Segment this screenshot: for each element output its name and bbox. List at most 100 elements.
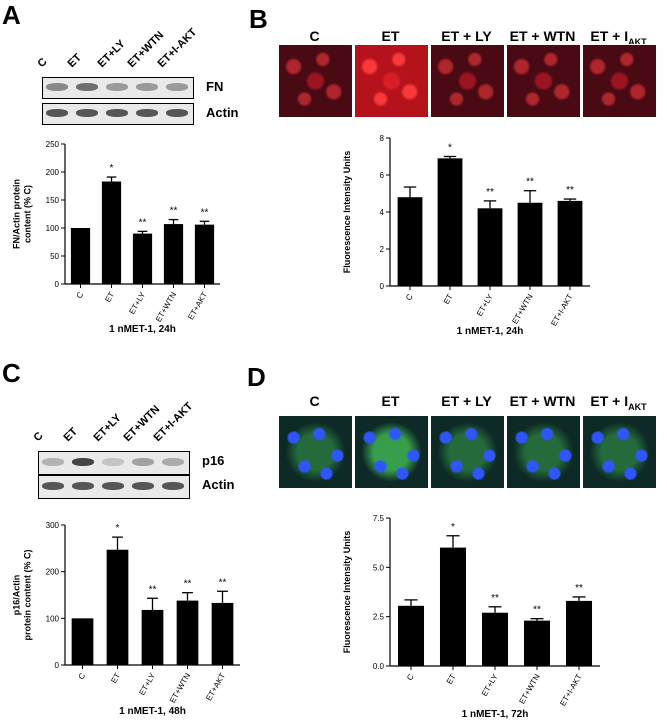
micro-label: C xyxy=(309,393,320,409)
significance-label: ** xyxy=(575,583,583,594)
micro-label: ET + IAKT xyxy=(590,28,647,47)
y-axis-label: p16/Actinprotein content (% C) xyxy=(12,550,33,641)
blot-band xyxy=(162,458,184,466)
blot-lane-label: C xyxy=(31,429,46,444)
micro-label: ET + WTN xyxy=(509,393,576,409)
blot-band xyxy=(106,83,128,91)
bar xyxy=(477,208,503,286)
x-tick-label: ET+WTN xyxy=(517,672,541,705)
blot-row-label: Actin xyxy=(206,105,239,120)
x-tick-label: ET+I-AKT xyxy=(549,292,575,327)
bar xyxy=(176,600,199,665)
y-tick-label: 100 xyxy=(46,614,60,623)
x-axis-label: 1 nMET-1, 72h xyxy=(462,709,529,720)
micro-label: ET + WTN xyxy=(509,28,576,44)
bar-chart-b: 0 2 4 6 8 C * ET ** ET+LY ** ET+WTN ** ET+I-AKT Fluore… xyxy=(342,134,590,337)
micro-label: ET xyxy=(381,28,400,44)
blot-band xyxy=(106,109,128,117)
bar xyxy=(106,549,129,665)
y-tick-label: 0 xyxy=(55,661,60,670)
significance-label: ** xyxy=(149,584,157,595)
blot-row-label: p16 xyxy=(202,453,225,468)
micro-label: ET + LY xyxy=(441,28,492,44)
bar xyxy=(397,605,425,666)
y-tick-label: 200 xyxy=(46,568,60,577)
bar xyxy=(70,228,91,284)
x-axis-label: 1 nMET-1, 24h xyxy=(457,326,524,337)
y-axis-label-line: Fluorescence Intensity Units xyxy=(342,151,352,274)
x-tick-label: ET+WTN xyxy=(510,292,534,325)
blot-band xyxy=(72,482,94,490)
y-tick-label: 50 xyxy=(50,252,59,261)
blot-band xyxy=(102,458,124,466)
bar xyxy=(523,620,551,666)
x-tick-label: ET xyxy=(442,292,455,305)
bar xyxy=(481,612,509,666)
panel-letter-c: C xyxy=(2,358,21,388)
significance-label: ** xyxy=(219,577,227,588)
significance-label: ** xyxy=(526,177,534,188)
bar xyxy=(71,618,94,665)
bar-chart-c: 0 100 200 300 C * ET ** ET+LY ** ET+WTN ** ET+AKT p16… xyxy=(12,521,240,717)
bar xyxy=(211,602,234,665)
bar xyxy=(397,197,423,286)
bar xyxy=(565,600,593,666)
blot-band xyxy=(166,83,188,91)
blot-lane-label: ET+LY xyxy=(95,37,128,70)
significance-label: ** xyxy=(533,605,541,616)
panel-letter-a: A xyxy=(2,0,21,30)
significance-label: ** xyxy=(486,187,494,198)
x-tick-label: ET xyxy=(103,290,116,303)
blot-band xyxy=(46,83,68,91)
blot-band xyxy=(162,482,184,490)
bar xyxy=(439,547,467,666)
x-tick-label: ET+AKT xyxy=(186,290,209,321)
y-tick-label: 0 xyxy=(55,280,60,289)
y-tick-label: 300 xyxy=(46,521,60,530)
significance-label: * xyxy=(110,163,114,174)
micrograph xyxy=(430,415,505,489)
y-tick-label: 2 xyxy=(380,245,385,254)
blot-band xyxy=(76,109,98,117)
blot-band xyxy=(132,458,154,466)
blot-lane-label: ET xyxy=(65,51,84,70)
bar xyxy=(132,233,153,284)
significance-label: * xyxy=(451,522,455,533)
significance-label: ** xyxy=(184,579,192,590)
x-axis-label: 1 nMET-1, 48h xyxy=(119,706,186,717)
x-tick-label: ET+LY xyxy=(127,290,147,316)
blot-band xyxy=(136,109,158,117)
y-axis-label: FN/Actin proteincontent (% C) xyxy=(12,179,33,249)
y-tick-label: 250 xyxy=(46,140,60,149)
bar xyxy=(101,181,122,284)
x-tick-label: C xyxy=(75,290,86,300)
y-axis-label-line: FN/Actin protein xyxy=(12,179,22,249)
micro-label-subscript: AKT xyxy=(628,36,647,47)
micro-label: ET + LY xyxy=(441,393,492,409)
y-tick-label: 0 xyxy=(380,282,385,291)
x-axis-label: 1 nMET-1, 24h xyxy=(109,324,176,335)
x-tick-label: ET+LY xyxy=(480,672,500,698)
blot-band xyxy=(46,109,68,117)
micrograph xyxy=(506,44,581,118)
blot-lane-label: ET xyxy=(61,425,80,444)
y-tick-label: 2.5 xyxy=(373,613,385,622)
y-tick-label: 150 xyxy=(46,196,60,205)
bar xyxy=(163,224,184,284)
x-tick-label: C xyxy=(404,292,415,302)
y-axis-label: Fluorescence Intensity Units xyxy=(342,531,352,654)
blot-band xyxy=(42,458,64,466)
micrograph xyxy=(582,415,657,489)
significance-label: ** xyxy=(566,185,574,196)
significance-label: ** xyxy=(139,217,147,228)
micrograph xyxy=(278,415,353,489)
y-axis-label-line: protein content (% C) xyxy=(23,550,33,641)
x-tick-label: ET xyxy=(109,671,122,684)
significance-label: * xyxy=(448,143,452,154)
y-tick-label: 8 xyxy=(380,134,385,143)
y-axis-label-line: p16/Actin xyxy=(12,575,22,616)
significance-label: ** xyxy=(170,206,178,217)
micro-label: ET + IAKT xyxy=(590,393,647,412)
micro-label-subscript: AKT xyxy=(628,401,647,412)
blot-band xyxy=(136,83,158,91)
